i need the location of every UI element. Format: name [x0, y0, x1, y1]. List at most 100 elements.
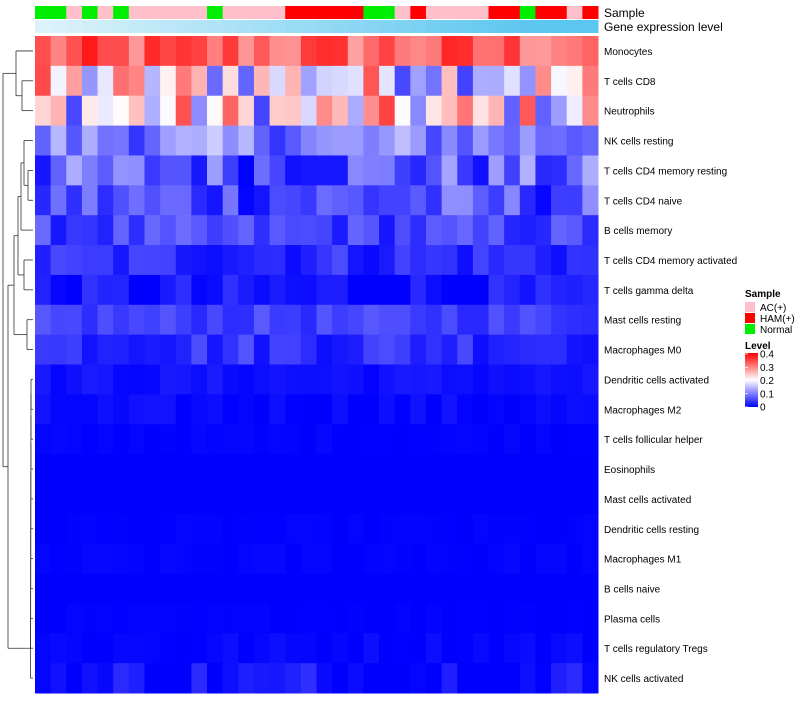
heatmap-cell: [66, 513, 83, 545]
heatmap-cell: [488, 603, 505, 634]
heatmap-cell: [504, 65, 521, 97]
heatmap-cell: [472, 454, 490, 485]
heatmap-cell: [97, 633, 114, 664]
heatmap-cell: [457, 424, 474, 455]
heatmap-cell: [97, 245, 114, 276]
heatmap-cell: [207, 65, 224, 97]
heatmap-cell: [97, 573, 114, 604]
heatmap-cell: [379, 95, 396, 127]
heatmap-cell: [316, 334, 333, 365]
expression-annotation-cell: [582, 20, 599, 33]
heatmap-cell: [425, 65, 443, 97]
heatmap-cell: [316, 573, 333, 604]
heatmap-cell: [332, 454, 349, 485]
expression-annotation-cell: [300, 20, 317, 33]
heatmap-cell: [191, 513, 208, 545]
row-label: NK cells resting: [604, 137, 673, 148]
heatmap-cell: [300, 663, 317, 694]
expression-annotation-cell: [488, 20, 505, 33]
heatmap-cell: [379, 245, 396, 276]
heatmap-cell: [238, 573, 255, 604]
heatmap-cell: [347, 424, 364, 455]
sample-annotation-cell: [582, 6, 599, 19]
heatmap-cell: [457, 454, 474, 485]
legend-level-tick-label: 0.1: [760, 389, 774, 400]
heatmap-cell: [238, 274, 255, 306]
heatmap-cell: [394, 215, 411, 246]
row-label: Dendritic cells activated: [604, 375, 709, 386]
sample-annotation-cell: [379, 6, 396, 19]
legend-level-tick-label: 0: [760, 403, 766, 414]
heatmap-cell: [394, 125, 411, 156]
expression-annotation-cell: [425, 20, 443, 33]
heatmap-cell: [582, 424, 599, 455]
heatmap-cell: [582, 454, 599, 485]
heatmap-cell: [457, 155, 474, 186]
expression-annotation-cell: [379, 20, 396, 33]
heatmap-cell: [35, 65, 52, 97]
heatmap-cell: [128, 424, 145, 455]
heatmap-cell: [300, 65, 317, 97]
heatmap-cell: [347, 573, 364, 604]
expression-annotation-cell: [363, 20, 380, 33]
heatmap-cell: [535, 513, 552, 545]
heatmap-cell: [316, 155, 333, 186]
heatmap-cell: [50, 274, 67, 306]
heatmap-cell: [504, 95, 521, 127]
heatmap-cell: [50, 215, 67, 246]
heatmap-cell: [160, 483, 177, 515]
heatmap-cell: [472, 65, 490, 97]
heatmap-cell: [535, 36, 552, 67]
heatmap-cell: [504, 603, 521, 634]
heatmap-cell: [425, 245, 443, 276]
heatmap-cell: [379, 215, 396, 246]
heatmap-cell: [488, 334, 505, 365]
heatmap-cell: [535, 603, 552, 634]
heatmap-cell: [253, 633, 271, 664]
heatmap-cell: [113, 185, 130, 216]
heatmap-cell: [379, 543, 396, 575]
heatmap-cell: [582, 125, 599, 156]
heatmap-cell: [97, 483, 114, 515]
heatmap-cell: [504, 334, 521, 365]
heatmap-cell: [316, 424, 333, 455]
heatmap-cell: [160, 394, 177, 425]
heatmap-cell: [488, 304, 505, 336]
heatmap-cell: [363, 65, 380, 97]
heatmap-cell: [410, 543, 427, 575]
heatmap-cell: [160, 424, 177, 455]
heatmap-cell: [488, 394, 505, 425]
legend-level-tick-label: 0.4: [760, 350, 774, 361]
heatmap-cell: [566, 125, 583, 156]
heatmap-cell: [160, 334, 177, 365]
heatmap-cell: [269, 274, 286, 306]
heatmap-cell: [316, 663, 333, 694]
heatmap-cell: [566, 215, 583, 246]
heatmap-cell: [144, 274, 161, 306]
heatmap-cell: [441, 424, 458, 455]
heatmap-cell: [175, 513, 192, 545]
sample-annotation-cell: [551, 6, 568, 19]
heatmap-cell: [191, 245, 208, 276]
heatmap-cell: [50, 603, 67, 634]
heatmap-cell: [551, 424, 568, 455]
heatmap-cell: [191, 454, 208, 485]
heatmap-cell: [113, 633, 130, 664]
heatmap-cell: [285, 95, 302, 127]
heatmap-cell: [81, 215, 99, 246]
heatmap-cell: [566, 364, 583, 395]
heatmap-cell: [191, 65, 208, 97]
heatmap-cell: [160, 215, 177, 246]
heatmap-cell: [347, 245, 364, 276]
heatmap-cell: [410, 185, 427, 216]
heatmap-cell: [207, 215, 224, 246]
heatmap-cell: [285, 513, 302, 545]
heatmap-cell: [394, 603, 411, 634]
sample-annotation-cell: [394, 6, 411, 19]
heatmap-cell: [457, 603, 474, 634]
heatmap-cell: [113, 483, 130, 515]
expression-annotation-cell: [144, 20, 161, 33]
heatmap-cell: [238, 334, 255, 365]
heatmap-cell: [144, 95, 161, 127]
